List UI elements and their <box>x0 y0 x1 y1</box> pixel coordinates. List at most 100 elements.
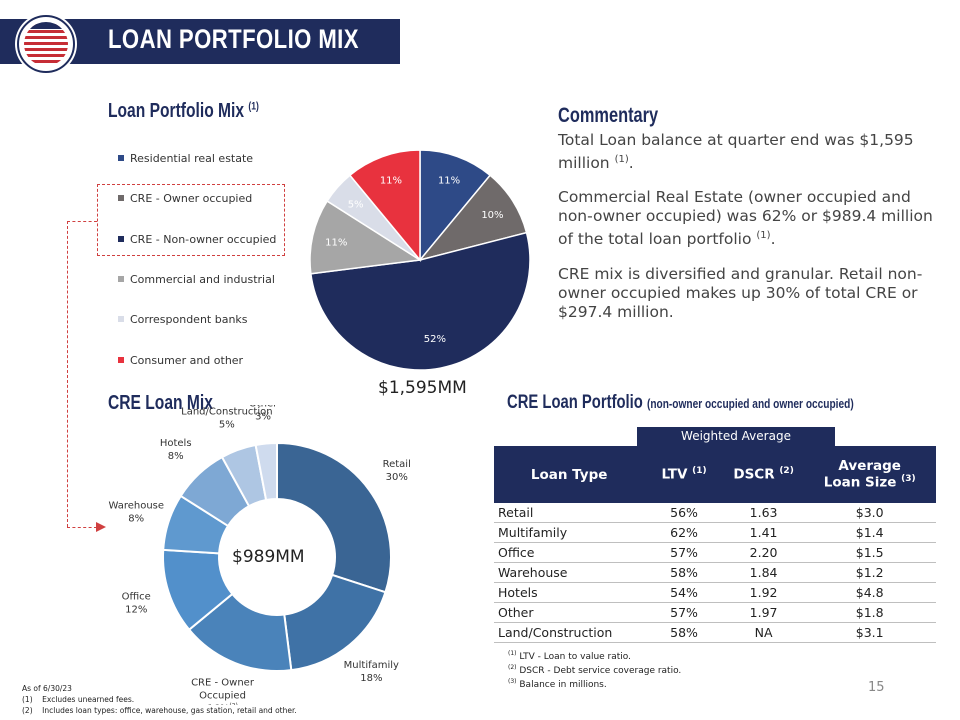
donut-label-line: 5% <box>219 420 235 431</box>
col-loan-type: Loan Type <box>494 446 645 503</box>
table-cell: $1.5 <box>803 542 936 563</box>
table-row: Multifamily 62% 1.41 $1.4 <box>494 522 936 543</box>
legend-item: Residential real estate <box>118 152 253 165</box>
footnote-1: (1) Excludes unearned fees. <box>22 695 135 704</box>
table-cell: 62% <box>644 522 724 543</box>
legend-label: Commercial and industrial <box>130 272 275 286</box>
table-cell: 56% <box>644 503 724 523</box>
cre-portfolio-title: CRE Loan Portfolio (non-owner occupied a… <box>507 392 854 413</box>
footnote-2: (2) Includes loan types: office, warehou… <box>22 706 297 715</box>
table-cell: Warehouse <box>494 562 645 583</box>
table-cell: 1.41 <box>723 522 804 543</box>
flag-globe-icon <box>17 15 75 73</box>
table-cell: NA <box>723 622 804 643</box>
donut-label-line: Office <box>122 592 151 603</box>
legend-item: CRE - Non-owner occupied <box>118 233 276 246</box>
table-cell: 1.63 <box>723 503 804 523</box>
loan-mix-pie-chart: 11% 10% 52% 11% 5% 11% <box>309 149 531 371</box>
table-cell: 1.84 <box>723 562 804 583</box>
donut-label-line: 30% <box>386 472 408 483</box>
legend-swatch <box>118 356 124 363</box>
pie-data-label: 11% <box>438 175 460 186</box>
col-avg-loan-size: Average Loan Size (3) <box>803 446 936 503</box>
legend-label: Consumer and other <box>130 353 244 367</box>
commentary-title: Commentary <box>558 104 659 127</box>
col-dscr: DSCR (2) <box>723 446 804 503</box>
table-header-row: Loan Type LTV (1) DSCR (2) Average Loan S… <box>494 446 936 503</box>
table-row: Land/Construction 58% NA $3.1 <box>494 622 936 643</box>
table-cell: 1.97 <box>723 602 804 623</box>
table-note-3: (3) Balance in millions. <box>508 678 607 690</box>
legend-swatch <box>118 235 124 242</box>
legend-item: CRE - Owner occupied <box>118 192 252 205</box>
legend-item: Commercial and industrial <box>118 273 275 286</box>
donut-data-label: Hotels 8% <box>160 438 192 462</box>
table-cell: $3.0 <box>803 503 936 523</box>
table-cell: 57% <box>644 542 724 563</box>
donut-label-line: 3% <box>255 412 271 423</box>
donut-label-line: 12% <box>125 605 147 616</box>
donut-label-line: Other <box>249 405 278 410</box>
commentary-paragraph-1: Total Loan balance at quarter end was $1… <box>558 131 914 173</box>
donut-label-line: Multifamily <box>344 660 399 671</box>
pie-data-label: 11% <box>380 175 402 186</box>
legend-item: Consumer and other <box>118 354 243 367</box>
donut-data-label: CRE - Owner Occupied 16%(2) <box>191 678 255 705</box>
pie-data-label: 52% <box>424 334 446 345</box>
cre-portfolio-table: Loan Type LTV (1) DSCR (2) Average Loan S… <box>494 446 936 643</box>
donut-data-label: Warehouse 8% <box>108 500 164 524</box>
table-cell: 58% <box>644 622 724 643</box>
col-ltv: LTV (1) <box>644 446 724 503</box>
donut-segment <box>276 441 392 594</box>
donut-label-line: Warehouse <box>108 500 164 511</box>
cre-mix-donut-chart: Retail 30% Multifamily 18% CRE - Owner Occupi… <box>108 405 411 705</box>
donut-label-line: Occupied <box>199 691 246 702</box>
donut-segment <box>283 573 387 672</box>
table-cell: 2.20 <box>723 542 804 563</box>
table-cell: $4.8 <box>803 582 936 603</box>
pie-data-label: 10% <box>481 210 503 221</box>
pie-total-label: $1,595MM <box>378 378 467 398</box>
donut-data-label: Multifamily 18% <box>344 660 399 684</box>
logo <box>15 13 77 75</box>
donut-data-label: Other 3% <box>249 405 278 423</box>
donut-center-label: $989MM <box>232 547 305 567</box>
table-note-1: (1) LTV - Loan to value ratio. <box>508 650 632 662</box>
table-cell: Other <box>494 602 645 623</box>
legend-label: Residential real estate <box>130 152 254 165</box>
connector-line-bottom <box>67 527 97 528</box>
table-cell: Land/Construction <box>494 622 645 643</box>
donut-label-line: 8% <box>128 513 144 524</box>
table-cell: 58% <box>644 562 724 583</box>
connector-line-top <box>67 221 97 222</box>
table-cell: $1.4 <box>803 522 936 543</box>
table-cell: 57% <box>644 602 724 623</box>
table-row: Office 57% 2.20 $1.5 <box>494 542 936 563</box>
table-cell: 54% <box>644 582 724 603</box>
donut-data-label: Retail 30% <box>383 459 411 483</box>
footnote-asof: As of 6/30/23 <box>22 684 72 693</box>
legend-item: Correspondent banks <box>118 313 248 326</box>
donut-label-line: 8% <box>168 451 184 462</box>
table-row: Other 57% 1.97 $1.8 <box>494 602 936 623</box>
arrow-right-icon <box>96 522 106 532</box>
pie-slice <box>348 149 421 263</box>
cre-legend-highlight <box>97 184 285 256</box>
donut-data-label: Office 12% <box>122 592 151 616</box>
legend-label: CRE - Non-owner occupied <box>130 232 277 246</box>
donut-label-line: CRE - Owner <box>191 678 255 689</box>
pie-slice <box>309 200 423 275</box>
donut-label-line: Land/Construction <box>181 407 272 418</box>
pie-data-label: 11% <box>325 237 347 248</box>
table-cell: $1.8 <box>803 602 936 623</box>
commentary-paragraph-3: CRE mix is diversified and granular. Ret… <box>558 265 923 321</box>
pie-data-label: 5% <box>348 199 364 210</box>
donut-segment <box>254 441 278 502</box>
legend-swatch <box>118 275 124 282</box>
legend-swatch <box>118 195 124 202</box>
pie-slice <box>419 149 492 263</box>
table-cell: Retail <box>494 503 645 523</box>
table-row: Retail 56% 1.63 $3.0 <box>494 503 936 523</box>
donut-label-line: Hotels <box>160 438 192 449</box>
commentary-paragraph-2: Commercial Real Estate (owner occupied a… <box>558 188 933 249</box>
